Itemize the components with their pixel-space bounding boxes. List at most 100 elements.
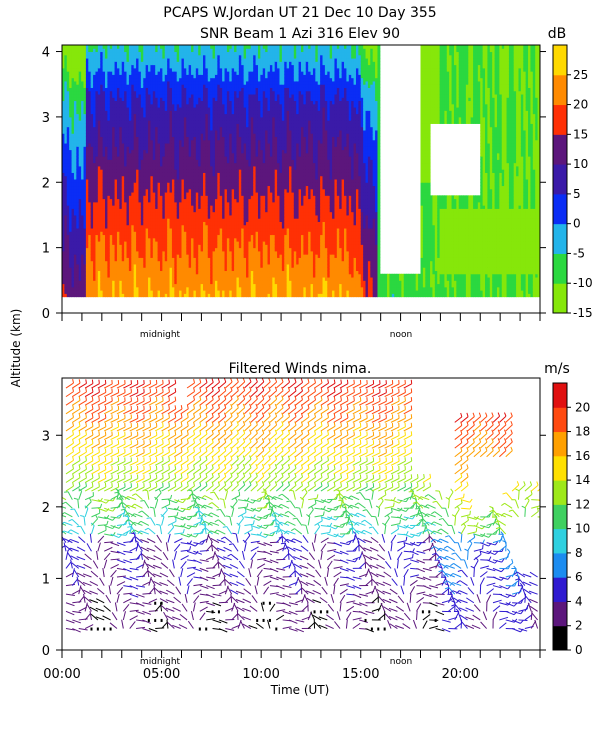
snr-cell [102, 110, 106, 115]
snr-cell [119, 205, 123, 209]
snr-cell [93, 120, 96, 124]
snr-cell [85, 136, 89, 141]
snr-cell [167, 126, 171, 131]
snr-cell [200, 231, 204, 236]
snr-cell [159, 152, 163, 157]
snr-cell [78, 208, 82, 213]
snr-cell [131, 283, 135, 288]
snr-cell [81, 74, 85, 79]
snr-cell [207, 159, 211, 164]
snr-cell [186, 224, 190, 229]
snr-cell [64, 94, 68, 98]
snr-cell [193, 179, 197, 183]
snr-cell [66, 250, 70, 255]
snr-cell [152, 136, 156, 141]
snr-cell [148, 185, 151, 190]
snr-cell [205, 247, 209, 252]
snr-cell [181, 244, 185, 249]
snr-cell [200, 214, 204, 219]
snr-cell [109, 94, 113, 98]
snr-cell [148, 241, 151, 245]
snr-cell [73, 45, 77, 49]
snr-cell [83, 97, 87, 102]
snr-cell [145, 205, 149, 209]
snr-cell [145, 58, 149, 62]
snr-cell [176, 201, 180, 206]
snr-cell [76, 237, 80, 242]
snr-cell [114, 182, 118, 187]
snr-cell [198, 51, 202, 56]
snr-cell [169, 64, 173, 69]
snr-cell [114, 67, 118, 72]
snr-cell [83, 45, 87, 49]
snr-cell [167, 273, 171, 278]
snr-cell [167, 54, 171, 59]
snr-cell [107, 116, 111, 121]
snr-cell [126, 221, 130, 226]
snr-cell [114, 100, 118, 105]
snr-cell [109, 90, 113, 95]
snr-cell [183, 94, 187, 98]
snr-cell [205, 286, 209, 291]
snr-cell [136, 123, 139, 128]
snr-cell [88, 195, 92, 200]
snr-cell [128, 156, 132, 160]
snr-cell [131, 139, 135, 144]
snr-cell [181, 48, 185, 53]
snr-cell [164, 218, 168, 222]
snr-cell [64, 107, 68, 111]
snr-cell [66, 254, 70, 258]
snr-cell [107, 87, 111, 92]
snr-cell [119, 143, 123, 147]
snr-cell [73, 100, 77, 105]
snr-cell [145, 257, 149, 262]
snr-cell [116, 116, 120, 121]
snr-cell [176, 254, 180, 258]
snr-cell [76, 126, 80, 131]
snr-cell [107, 77, 111, 82]
snr-cell [159, 123, 163, 128]
snr-cell [193, 61, 197, 66]
snr-cell [152, 97, 156, 102]
snr-cell [109, 286, 113, 291]
snr-cell [85, 273, 89, 278]
snr-cell [167, 87, 171, 92]
snr-cell [155, 94, 159, 98]
snr-cell [164, 110, 168, 115]
snr-cell [97, 270, 101, 275]
snr-cell [102, 228, 106, 232]
snr-cell [179, 260, 182, 265]
snr-cell [212, 244, 216, 249]
snr-cell [148, 211, 151, 216]
snr-cell [71, 214, 75, 219]
snr-cell [157, 123, 161, 128]
snr-cell [159, 250, 163, 255]
snr-cell [205, 165, 209, 170]
snr-cell [212, 267, 216, 272]
snr-cell [150, 254, 154, 258]
snr-cell [119, 51, 123, 56]
snr-cell [93, 260, 96, 265]
snr-cell [116, 110, 120, 115]
snr-cell [138, 64, 142, 69]
snr-cell [145, 228, 149, 232]
snr-cell [203, 64, 206, 69]
snr-cell [212, 107, 216, 111]
snr-cell [191, 100, 194, 105]
snr-cell [162, 103, 166, 108]
snr-cell [171, 159, 175, 164]
snr-cell [64, 103, 68, 108]
snr-cell [183, 165, 187, 170]
snr-cell [105, 290, 108, 294]
snr-cell [143, 149, 147, 154]
snr-cell [155, 61, 159, 66]
snr-cell [150, 67, 154, 72]
snr-cell [131, 120, 135, 124]
snr-cell [85, 192, 89, 196]
snr-cell [145, 188, 149, 193]
snr-cell [69, 159, 73, 164]
snr-cell [174, 77, 178, 82]
snr-cell [112, 263, 116, 268]
snr-cell [207, 146, 211, 151]
snr-cell [155, 175, 159, 180]
